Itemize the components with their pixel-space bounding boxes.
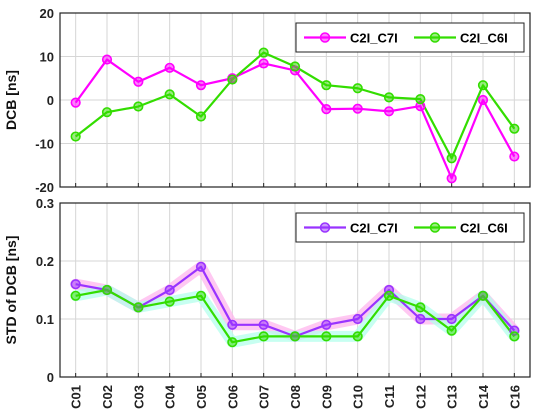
dcb-y-tick-label: 10	[40, 50, 54, 65]
dcb-y-axis-label: DCB [ns]	[3, 70, 19, 130]
x-tick-label-c01: C01	[69, 385, 84, 409]
dcb-legend-swatch-marker-c2i-c7i	[319, 32, 331, 43]
dcb-point-c2i-c6i-c16	[509, 123, 520, 134]
std-point-c2i-c7i-c04	[164, 284, 175, 296]
dcb-point-c2i-c6i-c05	[195, 111, 207, 122]
dcb-point-c2i-c7i-c05	[195, 80, 207, 91]
dcb-y-tick-label: -20	[35, 180, 54, 195]
dcb-legend: C2I_C7I C2I_C6I	[295, 22, 525, 53]
std-y-tick-label: 0.1	[36, 312, 54, 327]
dcb-point-c2i-c6i-c03	[133, 101, 144, 112]
dcb-y-tick-label: -10	[35, 137, 54, 152]
x-tick-label-c10: C10	[351, 385, 366, 409]
dcb-point-c2i-c7i-c04	[164, 62, 175, 73]
x-tick-label-c04: C04	[163, 384, 178, 409]
dcb-panel: -20 -10 0 10 20 DCB [ns] C2I_C7I C2I_C6I	[3, 6, 531, 195]
std-point-c2i-c7i-c13	[446, 313, 457, 325]
std-legend: C2I_C7I C2I_C6I	[295, 212, 525, 243]
std-point-c2i-c6i-c14	[477, 290, 489, 301]
dcb-y-tick-label: 20	[40, 6, 54, 21]
std-point-c2i-c6i-c06	[227, 337, 238, 348]
dcb-point-c2i-c6i-c04	[164, 89, 175, 100]
dcb-point-c2i-c7i-c11	[383, 106, 395, 117]
std-point-c2i-c6i-c11	[383, 290, 395, 301]
dcb-legend-label-c2i-c6i: C2I_C6I	[460, 31, 508, 46]
dcb-point-c2i-c7i-c09	[321, 104, 332, 115]
dcb-point-c2i-c6i-c14	[477, 80, 489, 91]
std-point-c2i-c6i-c10	[352, 331, 363, 342]
dcb-point-c2i-c7i-c10	[352, 103, 363, 114]
dcb-point-c2i-c7i-c02	[101, 54, 113, 65]
x-tick-label-c11: C11	[382, 385, 397, 408]
dcb-point-c2i-c6i-c09	[321, 80, 332, 91]
std-point-c2i-c6i-c04	[164, 296, 175, 307]
std-legend-swatch-marker-c2i-c6i	[429, 222, 441, 233]
std-point-c2i-c7i-c05	[195, 261, 207, 272]
dcb-point-c2i-c6i-c08	[289, 61, 301, 72]
x-tick-label-c02: C02	[100, 385, 115, 409]
std-y-axis-label: STD of DCB [ns]	[3, 236, 19, 345]
dcb-point-c2i-c6i-c01	[70, 131, 81, 142]
dcb-point-c2i-c6i-c10	[352, 83, 363, 94]
std-point-c2i-c7i-c06	[227, 319, 238, 330]
dcb-legend-swatch-marker-c2i-c6i	[429, 32, 441, 43]
std-point-c2i-c6i-c01	[70, 290, 81, 301]
dcb-y-tick-labels: -20 -10 0 10 20	[35, 6, 54, 195]
std-point-c2i-c6i-c02	[101, 284, 113, 296]
std-legend-label-c2i-c7i: C2I_C7I	[350, 221, 398, 236]
dcb-legend-label-c2i-c7i: C2I_C7I	[350, 31, 398, 46]
x-tick-label-c13: C13	[445, 385, 460, 409]
dcb-point-c2i-c6i-c13	[446, 153, 457, 164]
dcb-point-c2i-c7i-c01	[70, 97, 81, 108]
dcb-axes-frame	[59, 12, 531, 188]
dcb-point-c2i-c6i-c02	[101, 107, 113, 118]
std-x-tick-labels: C01 C02 C03 C04 C05 C06 C07 C08 C09 C10 C11 C12 C13 C…	[69, 384, 523, 409]
dcb-point-c2i-c6i-c07	[258, 47, 269, 58]
std-point-c2i-c6i-c16	[509, 331, 520, 342]
std-point-c2i-c6i-c07	[258, 331, 269, 342]
x-tick-label-c03: C03	[131, 385, 146, 409]
std-point-c2i-c6i-c12	[415, 302, 426, 313]
std-y-tick-labels: 0 0.1 0.2 0.3	[36, 196, 54, 385]
std-panel: 0 0.1 0.2 0.3 C01 C02 C03 C04 C05 C06 C07 C08 C09 C1…	[3, 196, 531, 409]
dcb-point-c2i-c6i-c11	[383, 92, 395, 103]
x-tick-label-c09: C09	[319, 385, 334, 409]
std-point-c2i-c6i-c08	[289, 331, 301, 342]
dcb-point-c2i-c6i-c12	[415, 94, 426, 105]
std-y-tick-label: 0.2	[36, 254, 54, 269]
std-point-c2i-c7i-c01	[70, 279, 81, 290]
std-point-c2i-c6i-c13	[446, 325, 457, 336]
std-point-c2i-c7i-c10	[352, 313, 363, 325]
std-point-c2i-c6i-c05	[195, 290, 207, 301]
x-tick-label-c12: C12	[413, 385, 428, 409]
x-tick-label-c05: C05	[194, 385, 209, 409]
std-legend-swatch-marker-c2i-c7i	[319, 222, 331, 233]
x-tick-label-c14: C14	[476, 384, 491, 409]
dcb-point-c2i-c7i-c14	[477, 94, 489, 106]
dcb-point-c2i-c7i-c13	[446, 173, 457, 184]
std-y-tick-label: 0.3	[36, 196, 54, 211]
x-tick-label-c06: C06	[225, 385, 240, 409]
dcb-series-points	[70, 47, 520, 184]
std-point-c2i-c7i-c12	[415, 313, 426, 325]
x-tick-label-c16: C16	[507, 385, 522, 409]
std-point-c2i-c7i-c09	[321, 319, 332, 330]
std-point-c2i-c7i-c07	[258, 319, 269, 330]
std-point-c2i-c6i-c03	[133, 302, 144, 313]
std-y-tick-label: 0	[47, 370, 54, 385]
dcb-point-c2i-c6i-c06	[227, 74, 238, 85]
x-tick-label-c07: C07	[257, 385, 272, 409]
dcb-point-c2i-c7i-c03	[133, 76, 144, 87]
dcb-y-tick-label: 0	[47, 93, 54, 108]
std-legend-label-c2i-c6i: C2I_C6I	[460, 221, 508, 236]
std-series-points	[70, 261, 520, 348]
std-axes-frame	[59, 202, 531, 378]
dcb-point-c2i-c7i-c16	[509, 151, 520, 162]
x-tick-label-c08: C08	[288, 385, 303, 409]
std-point-c2i-c6i-c09	[321, 331, 332, 342]
dcb-point-c2i-c7i-c07	[258, 58, 269, 69]
